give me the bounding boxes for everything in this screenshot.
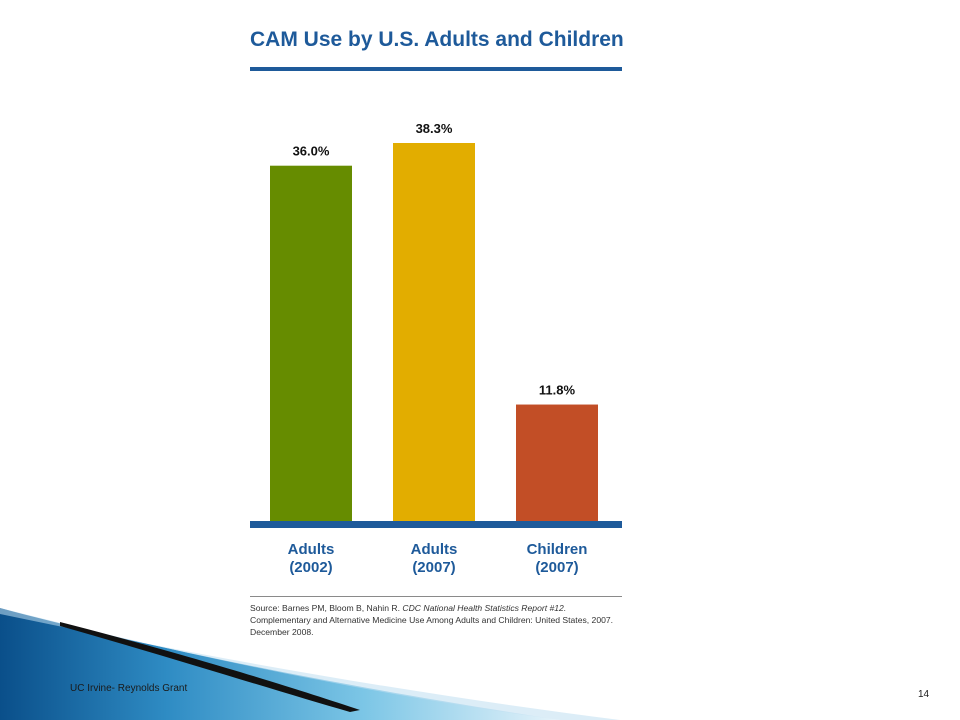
bar-value-label-2: 38.3% [416,121,453,136]
source-rule [250,596,622,597]
bar-2 [393,143,475,521]
category-year: (2007) [412,559,456,576]
category-label-2: Adults (2007) [379,541,489,577]
page-number: 14 [918,689,930,700]
title-rule [250,67,622,71]
bar-1 [270,165,352,521]
bar-3 [516,404,598,521]
category-name: Adults [287,541,335,558]
category-label-3: Children (2007) [502,541,612,577]
source-report: CDC National Health Statistics Report #1… [402,603,567,613]
source-rest: Complementary and Alternative Medicine U… [250,615,614,637]
category-label-1: Adults (2002) [256,541,366,577]
chart-title: CAM Use by U.S. Adults and Children [250,28,624,51]
category-year: (2007) [535,559,579,576]
bar-value-label-3: 11.8% [539,383,576,398]
footer-text: UC Irvine- Reynolds Grant [70,683,188,694]
source-prefix: Source: Barnes PM, Bloom B, Nahin R. [250,603,403,613]
footer-swoosh-graphic [0,608,620,720]
chart-baseline [250,521,622,528]
bar-value-label-1: 36.0% [293,144,330,159]
source-citation: Source: Barnes PM, Bloom B, Nahin R. CDC… [250,602,622,638]
category-name: Children [526,541,588,558]
category-year: (2002) [289,559,333,576]
category-name: Adults [410,541,458,558]
